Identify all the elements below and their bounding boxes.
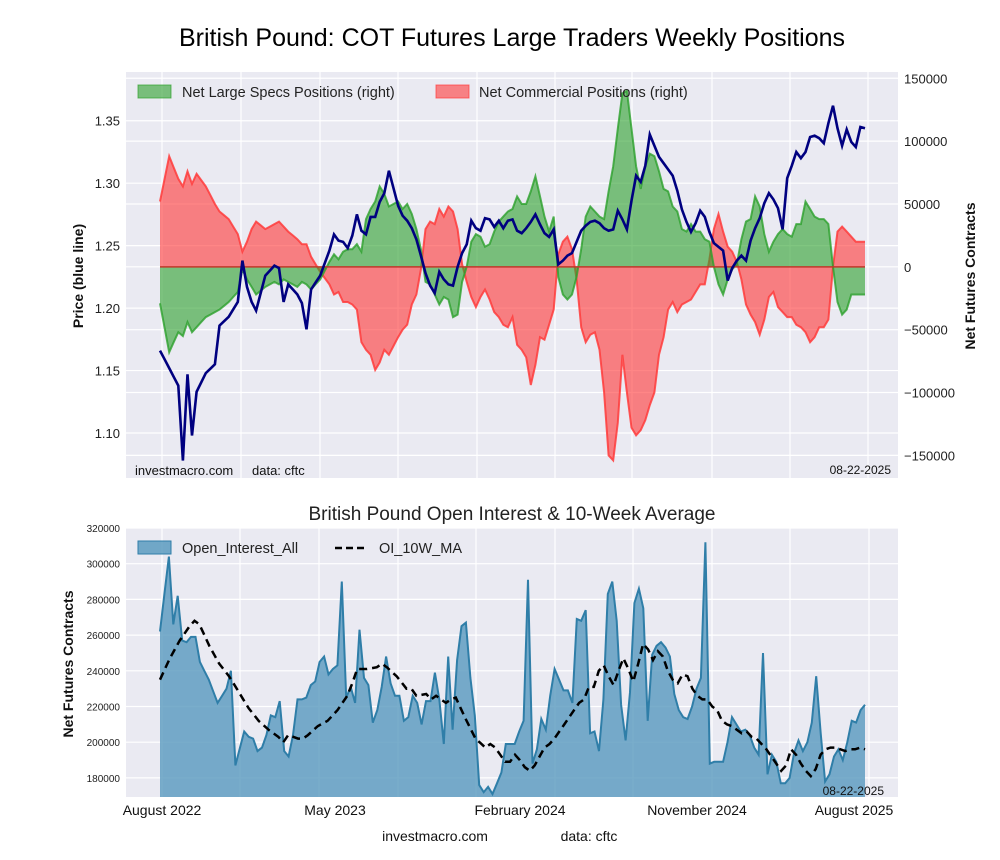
top-left-tick-label: 1.30: [95, 176, 120, 191]
top-source-note: investmacro.com: [135, 463, 233, 478]
open-interest-area: [160, 542, 865, 797]
legend-label-commercial: Net Commercial Positions (right): [479, 85, 688, 101]
bottom-chart-title: British Pound Open Interest & 10-Week Av…: [309, 504, 716, 525]
bottom-y-tick-label: 220000: [87, 703, 121, 714]
bottom-x-ticks: August 2022 May 2023 February 2024 November…: [123, 802, 894, 818]
bottom-y-tick-label: 240000: [87, 667, 121, 678]
legend-swatch-commercial: [435, 84, 470, 99]
footer-source: investmacro.com: [382, 828, 488, 844]
top-series: [158, 89, 866, 463]
bottom-x-tick-label: November 2024: [647, 802, 747, 818]
bottom-y-tick-label: 280000: [87, 595, 121, 606]
bottom-date-note: 08-22-2025: [823, 784, 885, 798]
top-left-tick-label: 1.20: [95, 301, 120, 316]
bottom-y-tick-label: 320000: [87, 524, 121, 535]
top-right-y-label: Net Futures Contracts: [962, 202, 978, 349]
top-right-tick-label: −50000: [904, 323, 948, 338]
ma-line: [158, 619, 866, 779]
bottom-legend: Open_Interest_All OI_10W_MA: [137, 540, 462, 557]
footer-data: data: cftc: [561, 828, 618, 844]
bottom-y-tick-label: 300000: [87, 560, 121, 571]
top-legend: Net Large Specs Positions (right) Net Co…: [137, 84, 688, 101]
bottom-y-label: Net Futures Contracts: [60, 590, 76, 737]
bottom-y-tick-label: 260000: [87, 631, 121, 642]
legend-label-specs: Net Large Specs Positions (right): [182, 85, 395, 101]
legend-swatch-specs: [137, 84, 172, 99]
top-right-tick-label: 0: [904, 260, 911, 275]
commercial-area: [160, 156, 865, 461]
top-right-tick-label: −100000: [904, 386, 955, 401]
bottom-series: [158, 542, 866, 797]
top-date-note: 08-22-2025: [830, 463, 892, 477]
top-right-tick-label: 100000: [904, 134, 947, 149]
bottom-x-tick-label: May 2023: [304, 802, 366, 818]
legend-label-open-interest: Open_Interest_All: [182, 541, 298, 557]
top-left-tick-label: 1.35: [95, 114, 120, 129]
legend-swatch-open-interest: [137, 540, 172, 555]
bottom-y-tick-label: 180000: [87, 774, 121, 785]
top-left-y-label: Price (blue line): [70, 224, 86, 328]
top-left-tick-label: 1.25: [95, 239, 120, 254]
top-right-tick-label: 150000: [904, 71, 947, 86]
top-left-y-ticks: 1.10 1.15 1.20 1.25 1.30 1.35: [95, 114, 120, 441]
top-left-tick-label: 1.15: [95, 364, 120, 379]
top-data-note: data: cftc: [252, 463, 305, 478]
top-right-tick-label: −150000: [904, 448, 955, 463]
bottom-x-tick-label: August 2025: [815, 802, 894, 818]
legend-label-ma: OI_10W_MA: [379, 541, 462, 557]
top-right-tick-label: 50000: [904, 197, 940, 212]
bottom-x-tick-label: August 2022: [123, 802, 202, 818]
price-line: [158, 105, 866, 461]
bottom-y-tick-label: 200000: [87, 738, 121, 749]
commercial-line: [159, 152, 865, 463]
top-left-tick-label: 1.10: [95, 426, 120, 441]
bottom-x-tick-label: February 2024: [474, 802, 565, 818]
top-chart-title: British Pound: COT Futures Large Traders…: [179, 24, 845, 52]
specs-line: [159, 89, 865, 356]
top-right-y-ticks: 150000 100000 50000 0 −50000 −100000 −150000: [904, 71, 955, 463]
bottom-y-ticks: 180000 200000 220000 240000 260000 280000 3000…: [87, 524, 121, 785]
